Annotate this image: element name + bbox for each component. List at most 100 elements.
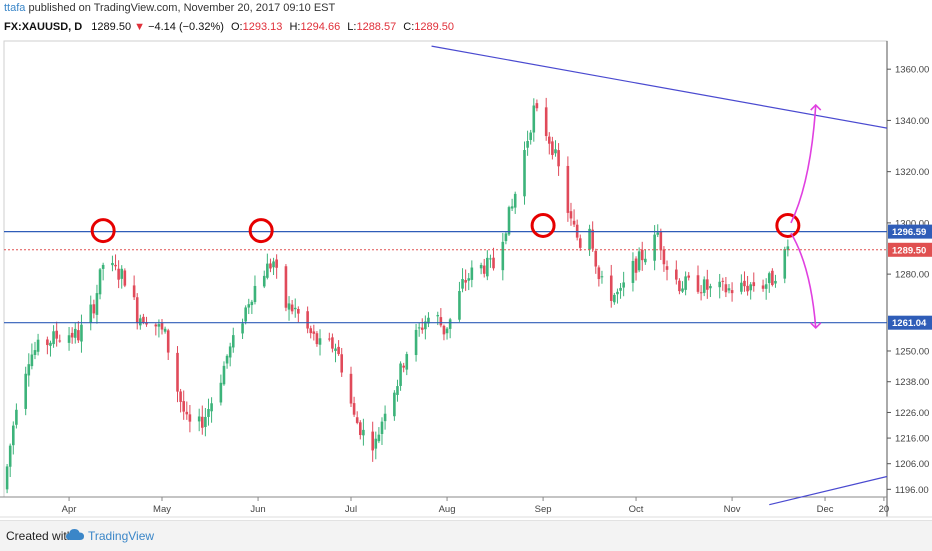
plot-frame: [3, 40, 888, 498]
candle-body: [724, 284, 728, 293]
candle-body: [597, 267, 601, 280]
y-tick-label: 1360.00: [895, 65, 929, 76]
candle-body: [111, 262, 114, 266]
candle-body: [718, 281, 721, 288]
x-tick-label: May: [153, 504, 171, 515]
candle-body: [486, 257, 489, 277]
candle-body: [222, 365, 226, 385]
candle-body: [114, 264, 117, 267]
candle-body: [566, 165, 570, 213]
y-tick-label: 1300.00: [895, 218, 929, 229]
candle-body: [297, 308, 300, 314]
tradingview-link[interactable]: TradingView: [88, 529, 155, 543]
candle-body: [135, 297, 139, 324]
candle-body: [27, 364, 31, 376]
candle-body: [362, 429, 365, 436]
candle-body: [46, 339, 49, 346]
candle-body: [185, 411, 189, 415]
candle-body: [631, 261, 635, 283]
resistance-circle-marker: [530, 212, 556, 238]
candle-body: [275, 259, 278, 268]
x-tick-label: Oct: [629, 504, 644, 515]
publish-info: ttafa published on TradingView.com, Nove…: [4, 2, 335, 14]
candle-body: [656, 232, 660, 235]
candle-body: [163, 328, 167, 332]
candle-body: [374, 438, 378, 449]
candle-body: [619, 287, 622, 291]
candle-body: [179, 391, 182, 402]
candle-body: [427, 317, 430, 324]
candle-body: [662, 249, 666, 265]
candle-body: [600, 276, 604, 278]
candle-body: [659, 231, 663, 251]
candle-body: [417, 327, 421, 329]
candle-body: [771, 270, 774, 286]
candle-body: [504, 233, 508, 242]
candle-body: [616, 291, 619, 295]
candle-body: [529, 132, 533, 140]
candle-body: [101, 264, 105, 269]
candle-body: [70, 332, 74, 338]
candle-body: [510, 206, 514, 209]
down-arrow-icon: ▼: [134, 21, 146, 33]
candle-body: [439, 317, 443, 326]
candle-body: [293, 307, 297, 310]
candle-body: [142, 316, 145, 323]
symbol-label: FX:XAUUSD, D: [4, 21, 83, 33]
candle-body: [640, 249, 644, 261]
candle-body: [523, 150, 526, 197]
candle-body: [117, 268, 120, 280]
candle-body: [470, 267, 474, 280]
candle-body: [371, 431, 374, 451]
candle-body: [49, 342, 52, 346]
candle-body: [358, 422, 362, 436]
candle-body: [318, 338, 322, 345]
price-chart[interactable]: 1360.00 1340.00 1320.00 1300.00 1280.00 1250.…: [0, 0, 932, 520]
candle-body: [231, 335, 235, 348]
candle-body: [315, 333, 319, 345]
candle-body: [721, 280, 725, 282]
candle-body: [594, 250, 598, 267]
candle-body: [157, 324, 161, 327]
candle-body: [749, 284, 752, 291]
x-tick-label: Jun: [250, 504, 265, 515]
candle-body: [613, 294, 616, 303]
high-label: H:: [289, 21, 301, 33]
candle-body: [30, 354, 34, 367]
candle-body: [197, 416, 201, 422]
candle-body: [33, 350, 37, 355]
candle-body: [36, 339, 40, 352]
candle-body: [637, 251, 641, 271]
trendline: [769, 475, 888, 506]
candle-body: [145, 322, 148, 325]
created-with-text: Created with: [6, 529, 74, 543]
author-link[interactable]: ttafa: [4, 2, 26, 14]
candle-body: [228, 346, 232, 358]
publish-text: published on TradingView.com, November 2…: [25, 2, 336, 14]
candle-body: [644, 258, 647, 263]
candle-body: [154, 324, 158, 327]
candle-body: [24, 373, 27, 409]
candle-body: [5, 466, 9, 490]
candle-body: [507, 207, 511, 235]
candle-body: [200, 416, 204, 428]
x-tick-label: Aug: [439, 504, 456, 515]
candle-body: [424, 321, 427, 330]
candle-body: [331, 337, 334, 349]
candle-body: [207, 408, 210, 417]
candle-body: [132, 285, 136, 298]
candle-body: [383, 413, 387, 422]
resistance-circle-marker: [775, 212, 801, 238]
candle-body: [340, 354, 344, 373]
y-tick-label: 1216.00: [895, 434, 929, 445]
candle-body: [554, 149, 557, 154]
cloud-icon: [66, 529, 84, 540]
price-label: 1261.04: [892, 318, 927, 329]
open-label: O:: [230, 21, 243, 33]
candle-body: [266, 263, 269, 278]
candle-body: [92, 304, 96, 314]
change-value: −4.14 (−0.32%): [148, 21, 224, 33]
candle-body: [675, 269, 678, 280]
candle-body: [241, 323, 244, 334]
candle-body: [80, 324, 83, 342]
